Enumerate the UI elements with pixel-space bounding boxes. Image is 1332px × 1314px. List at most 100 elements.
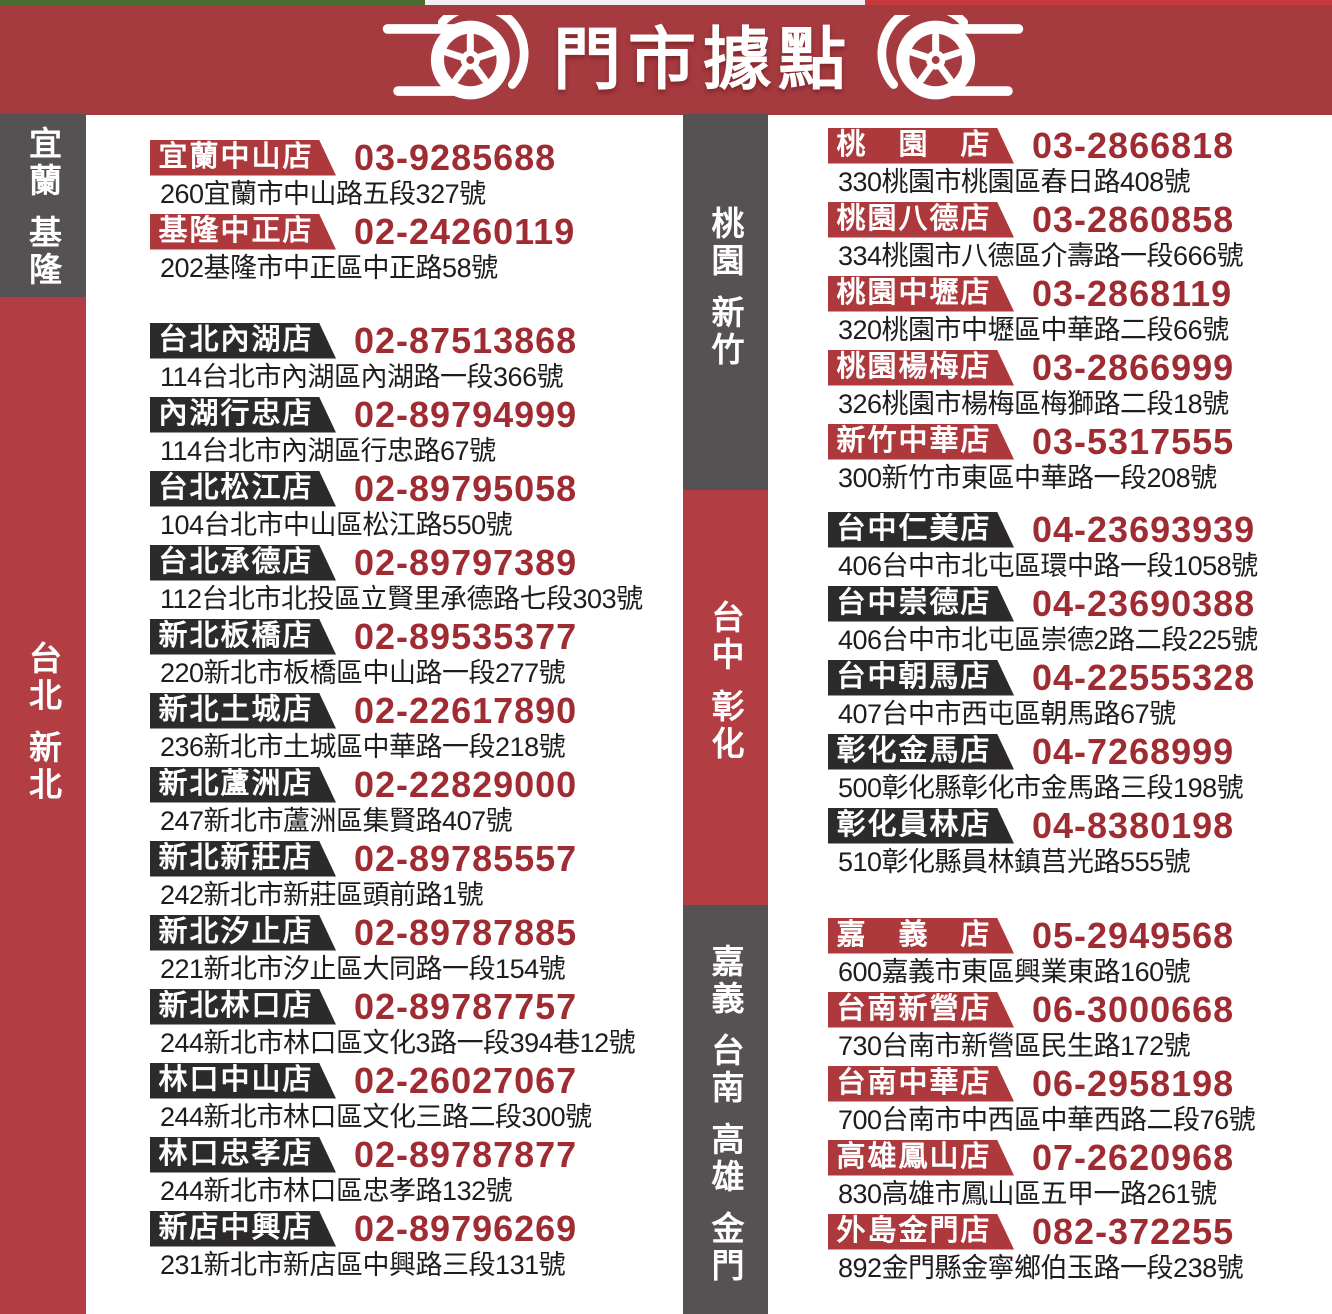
store-name: 新北蘆洲店 [158,768,314,800]
store-phone: 02-26027067 [354,1059,578,1101]
store-name-badge: 桃 園 店 [828,128,1014,164]
store-name: 宜蘭中山店 [158,141,314,173]
store-address: 112台北市北投區立賢里承德路七段303號 [160,584,643,614]
store-entry: 彰化員林店 04-8380198 510彰化縣員林鎮莒光路555號 [828,807,1332,877]
store-name-badge: 宜蘭中山店 [150,140,336,176]
store-name-badge: 新北新莊店 [150,841,336,877]
store-entry-header: 新北土城店 02-22617890 [150,692,655,729]
region-word: 台中 [707,600,744,674]
store-name: 高雄鳳山店 [836,1141,992,1173]
page-title: 門市據點 [552,22,853,98]
store-entry-header: 新北汐止店 02-89787885 [150,914,655,951]
store-entry: 新北新莊店 02-89785557 242新北市新莊區頭前路1號 [150,840,655,910]
store-phone: 03-2866818 [1032,124,1235,166]
store-entry-header: 內湖行忠店 02-89794999 [150,396,655,433]
store-name: 新北汐止店 [158,916,314,948]
store-phone: 02-89785557 [354,837,578,879]
store-entry-header: 台南新營店 06-3000668 [828,991,1332,1028]
region-label-taichung-changhua: 台中 彰化 [683,600,768,763]
store-name-badge: 台北松江店 [150,471,336,507]
store-entry-header: 台南中華店 06-2958198 [828,1065,1332,1102]
store-entry-header: 新北板橋店 02-89535377 [150,618,655,655]
region-word: 嘉義 [707,944,744,1018]
store-name: 林口中山店 [158,1064,314,1096]
store-entry-header: 基隆中正店 02-24260119 [150,213,655,250]
store-address: 500彰化縣彰化市金馬路三段198號 [838,773,1244,803]
store-address: 730台南市新營區民生路172號 [838,1031,1191,1061]
store-name: 台中崇德店 [836,587,992,619]
store-column-right: 桃 園 店 03-2866818 330桃園市桃園區春日路408號 桃園八德店 … [828,114,1332,1287]
store-address: 247新北市蘆洲區集賢路407號 [160,806,513,836]
store-entry-header: 桃園八德店 03-2860858 [828,201,1332,238]
store-entry-header: 台北內湖店 02-87513868 [150,322,655,359]
region-word: 新竹 [707,295,744,369]
store-entry-header: 台北承德店 02-89797389 [150,544,655,581]
region-word: 彰化 [707,689,744,763]
store-name: 新北林口店 [158,990,314,1022]
store-entry-header: 新北蘆洲店 02-22829000 [150,766,655,803]
store-name-badge: 基隆中正店 [150,214,336,250]
store-address: 600嘉義市東區興業東路160號 [838,957,1191,987]
strip-red-segment [865,0,1332,5]
store-name: 桃園楊梅店 [836,351,992,383]
store-address: 220新北市板橋區中山路一段277號 [160,658,566,688]
store-phone: 04-23690388 [1032,582,1256,624]
store-entry-header: 外島金門店 082-372255 [828,1213,1332,1250]
store-name-badge: 台南新營店 [828,992,1014,1028]
region-word: 台北 [24,641,62,715]
store-entry-header: 新店中興店 02-89796269 [150,1210,655,1247]
region-section-taichung-changhua [683,490,768,905]
store-name-badge: 新北土城店 [150,693,336,729]
region-section-yilan-keelung [0,114,86,297]
top-accent-strip [0,0,1332,5]
store-name: 林口忠孝店 [158,1138,314,1170]
store-name-badge: 台中崇德店 [828,586,1014,622]
store-name: 新店中興店 [158,1212,314,1244]
store-name-badge: 彰化員林店 [828,808,1014,844]
store-phone: 06-3000668 [1032,988,1235,1030]
store-name-badge: 內湖行忠店 [150,397,336,433]
store-name: 桃園中壢店 [836,277,992,309]
store-name-badge: 林口中山店 [150,1063,336,1099]
store-entry: 台南中華店 06-2958198 700台南市中西區中華西路二段76號 [828,1065,1332,1135]
region-section-taoyuan-hsinchu [683,114,768,490]
region-word: 基隆 [24,215,62,289]
store-entry-header: 林口忠孝店 02-89787877 [150,1136,655,1173]
strip-white-segment [425,0,865,5]
store-address: 114台北市內湖區內湖路一段366號 [160,362,564,392]
store-phone: 03-9285688 [354,136,557,178]
store-address: 244新北市林口區文化3路一段394巷12號 [160,1028,636,1058]
store-name: 桃園八德店 [836,203,992,235]
store-name-badge: 林口忠孝店 [150,1137,336,1173]
store-phone: 02-89787757 [354,985,578,1027]
store-name: 內湖行忠店 [158,398,314,430]
store-entry: 內湖行忠店 02-89794999 114台北市內湖區行忠路67號 [150,396,655,466]
store-name-badge: 新北汐止店 [150,915,336,951]
store-phone: 02-89797389 [354,541,578,583]
header-banner: 門市據點 [0,5,1332,115]
store-phone: 02-22829000 [354,763,578,805]
store-phone: 03-2860858 [1032,198,1235,240]
store-group-yilan-keelung: 宜蘭中山店 03-9285688 260宜蘭市中山路五段327號 基隆中正店 0… [150,139,655,283]
store-address: 320桃園市中壢區中華路二段66號 [838,315,1229,345]
region-label-taoyuan-hsinchu: 桃園 新竹 [683,206,768,369]
store-entry-header: 新竹中華店 03-5317555 [828,423,1332,460]
store-phone: 03-5317555 [1032,420,1235,462]
store-address: 221新北市汐止區大同路一段154號 [160,954,566,984]
store-address: 260宜蘭市中山路五段327號 [160,179,486,209]
store-address: 406台中市北屯區崇德2路二段225號 [838,625,1258,655]
store-entry: 新店中興店 02-89796269 231新北市新店區中興路三段131號 [150,1210,655,1280]
store-phone: 04-23693939 [1032,508,1256,550]
store-entry: 林口中山店 02-26027067 244新北市林口區文化三路二段300號 [150,1062,655,1132]
store-address: 406台中市北屯區環中路一段1058號 [838,551,1258,581]
store-column-left: 宜蘭中山店 03-9285688 260宜蘭市中山路五段327號 基隆中正店 0… [150,114,655,1284]
store-entry-header: 彰化金馬店 04-7268999 [828,733,1332,770]
store-name-badge: 新北板橋店 [150,619,336,655]
store-address: 326桃園市楊梅區梅獅路二段18號 [838,389,1229,419]
store-entry-header: 高雄鳳山店 07-2620968 [828,1139,1332,1176]
store-name-badge: 新店中興店 [150,1211,336,1247]
store-entry: 台中崇德店 04-23690388 406台中市北屯區崇德2路二段225號 [828,585,1332,655]
store-name: 台中朝馬店 [836,661,992,693]
store-name-badge: 桃園中壢店 [828,276,1014,312]
